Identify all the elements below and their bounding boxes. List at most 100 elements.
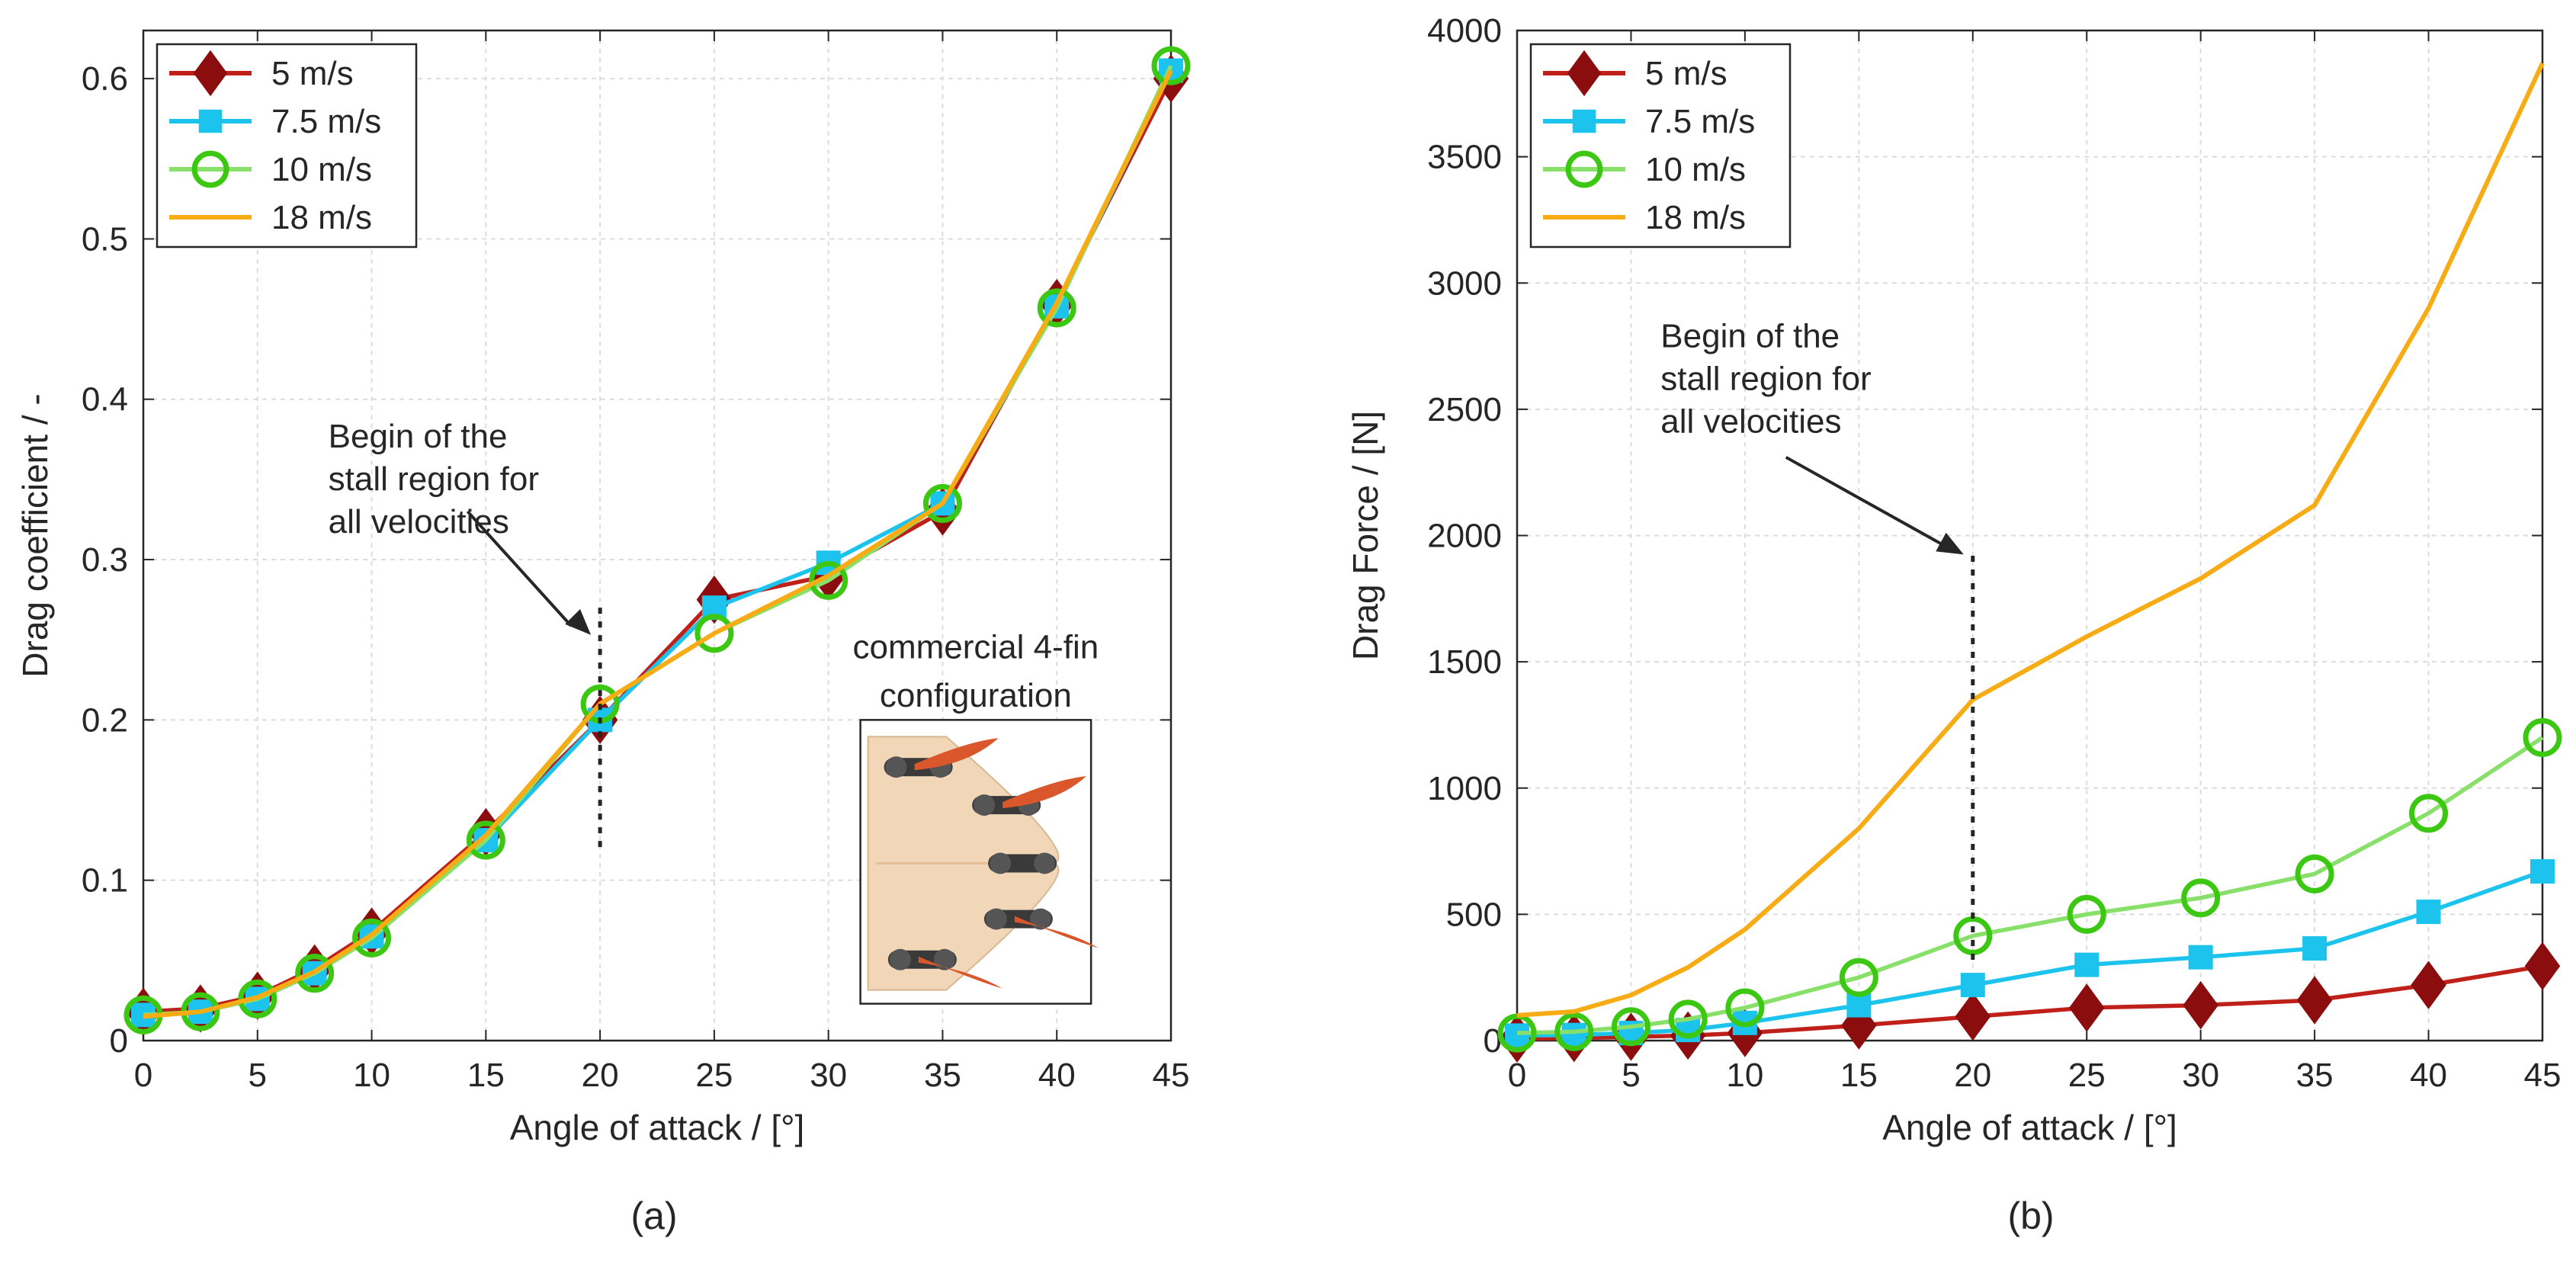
legend-label: 7.5 m/s	[1645, 103, 1755, 140]
fin-icon-0	[914, 738, 999, 771]
stall-arrow-line	[466, 510, 573, 627]
x-tick-label: 40	[2410, 1057, 2447, 1094]
panel-a: 0 5 10 15 20 25 30 35 40 45 0 0.1 0.2 0.3 0.4 0.5 0.6 Ang…	[15, 29, 1191, 1237]
legend-label: 10 m/s	[1645, 151, 1746, 188]
y-axis: 0 0.1 0.2 0.3 0.4 0.5 0.6	[82, 60, 1171, 1060]
y-tick-label: 0.6	[82, 60, 128, 98]
x-tick-label: 5	[249, 1057, 267, 1094]
stall-annotation-line1: Begin of the	[1660, 318, 1840, 355]
fin-screw-0	[885, 756, 907, 778]
y-tick-label: 2500	[1427, 391, 1502, 428]
y-tick-label: 0.2	[82, 701, 128, 739]
y-tick-label: 0.1	[82, 862, 128, 900]
marker-square-9	[2302, 936, 2327, 961]
legend: 5 m/s 7.5 m/s 10 m/s 18 m/s	[156, 43, 418, 249]
x-tick-label: 35	[2296, 1057, 2334, 1094]
series-line	[1516, 736, 2544, 1035]
marker-circle-5	[466, 820, 505, 860]
y-tick-label: 4000	[1427, 12, 1502, 50]
y-tick-label: 1000	[1427, 770, 1502, 807]
stall-arrow-head	[565, 608, 592, 635]
stall-annotation-line3: all velocities	[329, 503, 509, 540]
marker-square-8	[2188, 945, 2213, 970]
marker-circle-7	[695, 614, 734, 653]
legend-label: 5 m/s	[271, 55, 354, 92]
x-tick-label: 10	[353, 1057, 390, 1094]
marker-circle-11	[2523, 718, 2562, 757]
marker-circle-legend-2	[1565, 150, 1603, 188]
y-tick-label: 0.5	[82, 220, 128, 258]
legend-label: 10 m/s	[271, 151, 372, 188]
marker-diamond-6	[1955, 992, 1991, 1041]
x-tick-label: 40	[1038, 1057, 1076, 1094]
marker-square-legend-1	[1572, 109, 1596, 133]
x-tick-label: 45	[1153, 1057, 1190, 1094]
marker-diamond-7	[2068, 983, 2105, 1032]
stall-annotation-line2: stall region for	[1660, 361, 1871, 398]
stall-arrow-head	[1936, 532, 1964, 555]
marker-circle-1	[1554, 1012, 1594, 1051]
marker-circle-4	[352, 918, 392, 957]
marker-diamond-legend-0	[193, 50, 228, 97]
marker-diamond-9	[2296, 976, 2333, 1025]
marker-circle-8	[2181, 878, 2221, 918]
marker-square-10	[2416, 900, 2441, 925]
x-tick-label: 0	[134, 1057, 152, 1094]
marker-square-6	[1960, 973, 1985, 998]
legend-label: 5 m/s	[1645, 55, 1727, 92]
marker-circle-legend-2	[191, 150, 229, 188]
marker-diamond-legend-0	[1567, 50, 1602, 97]
series-line	[1516, 62, 2545, 1018]
marker-circle-10	[1037, 288, 1076, 328]
x-axis-label: Angle of attack / [°]	[1882, 1108, 2177, 1147]
marker-circle-7	[2067, 894, 2106, 934]
marker-circle-2	[238, 979, 277, 1018]
legend-label: 18 m/s	[1645, 199, 1746, 236]
marker-square-1	[1561, 1022, 1586, 1047]
x-tick-label: 10	[1726, 1057, 1763, 1094]
inset-caption-line1: commercial 4-fin	[853, 629, 1099, 666]
marker-circle-4	[1725, 988, 1765, 1028]
y-tick-label: 500	[1446, 896, 1502, 933]
fin-screw-4	[889, 948, 911, 970]
marker-square-0	[1505, 1023, 1529, 1048]
y-axis-label: Drag coefficient / -	[15, 393, 55, 677]
inset-image: commercial 4-fin configuration	[853, 629, 1099, 1005]
axes-frame	[142, 29, 1173, 1042]
x-tick-label: 0	[1508, 1057, 1526, 1094]
series-10-m-s	[1497, 718, 2562, 1053]
marker-circle-9	[922, 483, 962, 523]
series-line	[143, 69, 1173, 1019]
fin-icon-1	[1002, 776, 1087, 809]
panel-label: (a)	[630, 1195, 677, 1237]
x-tick-label: 45	[2524, 1057, 2562, 1094]
stall-annotation-line2: stall region for	[329, 460, 539, 498]
fin-screw-2	[990, 852, 1012, 874]
fin-screw-1	[974, 794, 996, 816]
x-tick-label: 30	[810, 1057, 847, 1094]
fin-icon-4	[918, 956, 1002, 989]
marker-circle-2	[1611, 1007, 1651, 1047]
y-tick-label: 0.3	[82, 541, 128, 579]
panel-label: (b)	[2007, 1195, 2054, 1237]
marker-circle-3	[295, 954, 335, 993]
x-tick-label: 15	[467, 1057, 505, 1094]
stall-annotation: Begin of the stall region for all velociti…	[1660, 318, 1975, 965]
x-tick-label: 20	[582, 1057, 619, 1094]
x-axis-label: Angle of attack / [°]	[510, 1108, 805, 1147]
marker-diamond-8	[2183, 980, 2218, 1030]
y-tick-label: 3000	[1427, 265, 1502, 302]
fin-screw-4	[933, 948, 955, 970]
series-18-m-s	[1516, 62, 2545, 1018]
marker-square-7	[2074, 952, 2100, 977]
fin-screw-2	[1034, 852, 1056, 874]
legend: 5 m/s 7.5 m/s 10 m/s 18 m/s	[1529, 43, 1792, 249]
x-tick-label: 20	[1954, 1057, 1991, 1094]
stall-annotation-line3: all velocities	[1660, 403, 1841, 441]
marker-circle-5	[1839, 957, 1878, 997]
marker-square-11	[2530, 859, 2555, 884]
x-tick-label: 35	[924, 1057, 961, 1094]
y-axis-label: Drag Force / [N]	[1346, 411, 1385, 660]
marker-diamond-11	[2524, 941, 2561, 990]
